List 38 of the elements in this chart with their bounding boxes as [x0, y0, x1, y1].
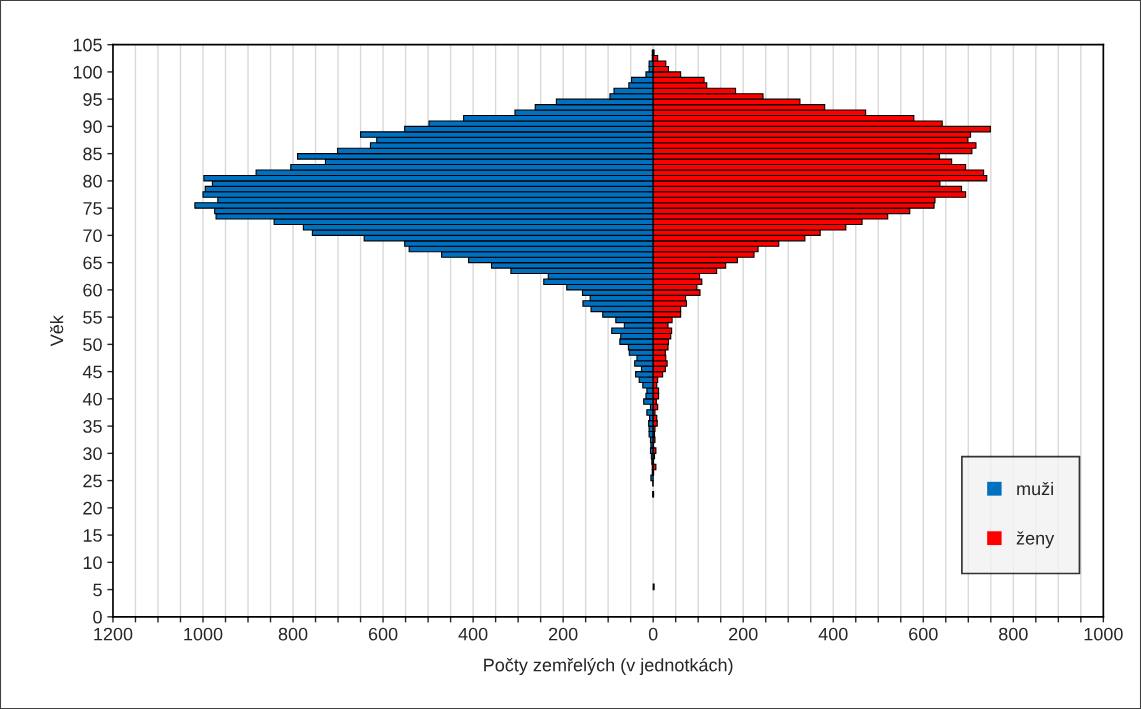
- y-tick-label: 40: [82, 392, 102, 406]
- y-tick-label: 15: [83, 529, 102, 542]
- y-tick-label: 10: [83, 556, 102, 570]
- y-tick-label: 90: [83, 120, 102, 134]
- x-tick-label: 400: [818, 627, 848, 641]
- x-tick-label: 800: [278, 627, 308, 641]
- y-tick-label: 55: [83, 311, 102, 324]
- x-tick-label: 600: [368, 627, 398, 641]
- legend-label: ženy: [1016, 531, 1055, 549]
- y-tick-label: 0: [93, 610, 102, 624]
- y-tick-label: 20: [83, 501, 102, 515]
- y-tick-label: 105: [73, 38, 102, 52]
- y-tick-label: 45: [82, 365, 102, 379]
- y-tick-label: 80: [83, 174, 102, 188]
- x-tick-label: 1000: [1084, 627, 1123, 641]
- y-axis-title: Věk: [49, 315, 64, 347]
- y-tick-label: 75: [83, 202, 102, 215]
- x-tick-label: 1200: [94, 627, 133, 641]
- x-tick-label: 400: [458, 627, 488, 641]
- y-tick-label: 95: [83, 93, 102, 106]
- y-tick-label: 35: [83, 420, 102, 433]
- x-tick-label: 200: [729, 627, 758, 641]
- legend-label: muži: [1017, 481, 1053, 496]
- y-tick-label: 100: [73, 65, 102, 79]
- y-tick-label: 60: [83, 283, 102, 297]
- y-tick-label: 85: [83, 147, 102, 161]
- y-tick-label: 65: [83, 256, 102, 270]
- x-tick-label: 800: [999, 627, 1028, 641]
- x-tick-label: 0: [648, 627, 658, 641]
- x-tick-label: 1000: [184, 627, 223, 641]
- y-tick-label: 25: [83, 474, 102, 488]
- y-tick-label: 30: [83, 447, 102, 461]
- y-tick-label: 50: [83, 338, 102, 352]
- x-tick-label: 200: [548, 627, 578, 641]
- x-axis-title: Počty zemřelých (v jednotkách): [484, 657, 733, 676]
- y-tick-label: 5: [93, 583, 102, 597]
- x-tick-label: 600: [909, 627, 938, 641]
- y-tick-label: 70: [83, 229, 102, 243]
